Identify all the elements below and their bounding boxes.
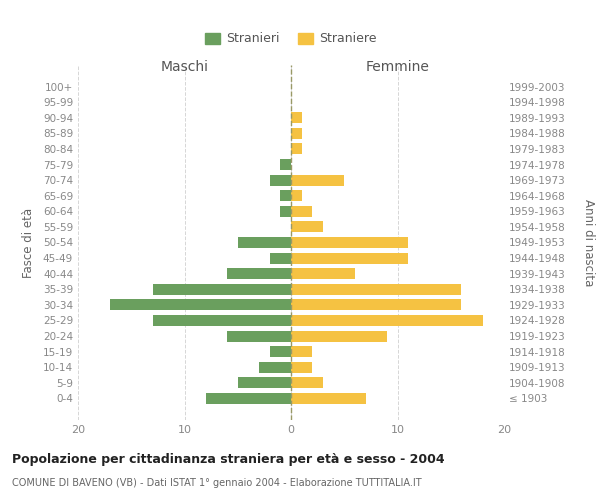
Bar: [291, 330, 387, 342]
Bar: [259, 362, 291, 372]
Bar: [110, 300, 291, 310]
Bar: [291, 206, 313, 217]
Text: Popolazione per cittadinanza straniera per età e sesso - 2004: Popolazione per cittadinanza straniera p…: [12, 452, 445, 466]
Text: Maschi: Maschi: [161, 60, 209, 74]
Bar: [152, 315, 291, 326]
Bar: [291, 393, 365, 404]
Bar: [152, 284, 291, 294]
Bar: [291, 112, 302, 123]
Bar: [291, 268, 355, 279]
Text: COMUNE DI BAVENO (VB) - Dati ISTAT 1° gennaio 2004 - Elaborazione TUTTITALIA.IT: COMUNE DI BAVENO (VB) - Dati ISTAT 1° ge…: [12, 478, 422, 488]
Bar: [291, 362, 313, 372]
Bar: [280, 159, 291, 170]
Bar: [206, 393, 291, 404]
Bar: [270, 174, 291, 186]
Y-axis label: Fasce di età: Fasce di età: [22, 208, 35, 278]
Bar: [291, 128, 302, 139]
Bar: [291, 237, 408, 248]
Bar: [280, 206, 291, 217]
Legend: Stranieri, Straniere: Stranieri, Straniere: [201, 28, 381, 49]
Bar: [291, 346, 313, 357]
Bar: [227, 268, 291, 279]
Y-axis label: Anni di nascita: Anni di nascita: [582, 199, 595, 286]
Bar: [291, 174, 344, 186]
Text: Femmine: Femmine: [365, 60, 430, 74]
Bar: [291, 315, 483, 326]
Bar: [280, 190, 291, 201]
Bar: [227, 330, 291, 342]
Bar: [291, 378, 323, 388]
Bar: [291, 252, 408, 264]
Bar: [291, 300, 461, 310]
Bar: [238, 378, 291, 388]
Bar: [291, 190, 302, 201]
Bar: [291, 222, 323, 232]
Bar: [291, 284, 461, 294]
Bar: [270, 252, 291, 264]
Bar: [270, 346, 291, 357]
Bar: [291, 144, 302, 154]
Bar: [238, 237, 291, 248]
